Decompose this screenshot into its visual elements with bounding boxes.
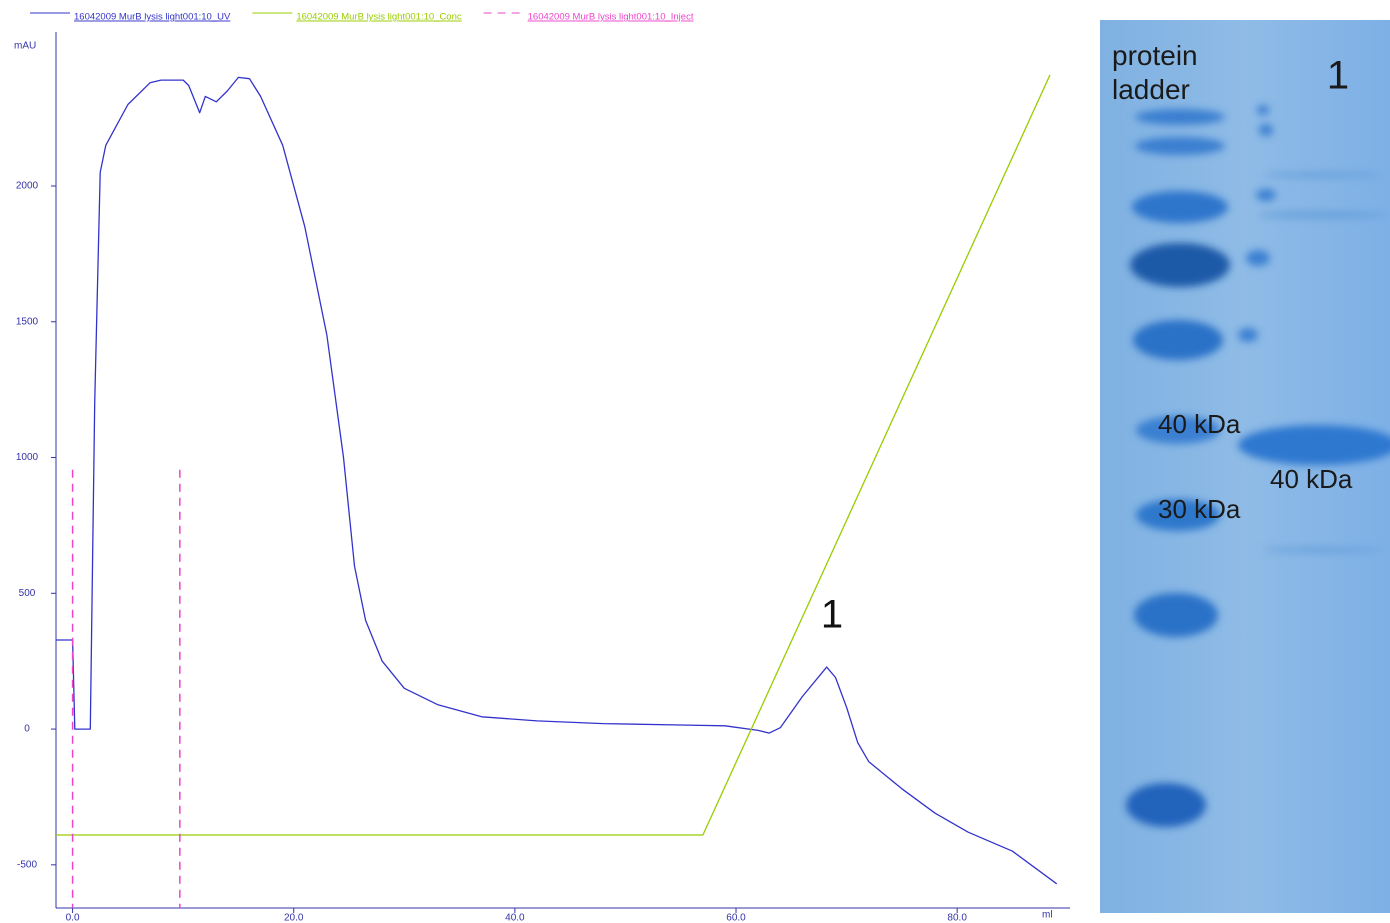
y-tick-label: 0 xyxy=(24,724,30,735)
ladder-mark: 40 kDa xyxy=(1158,409,1241,439)
legend-label: 16042009 MurB lysis light001:10_Inject xyxy=(528,12,694,23)
x-tick-label: 0.0 xyxy=(66,913,80,923)
y-tick-label: -500 xyxy=(17,859,37,870)
page: mAU ml 1 -500 0 500 1000 1500 2000 0.0 20.0 40.0… xyxy=(0,0,1390,923)
lane-label: 1 xyxy=(1327,54,1349,98)
y-tick-label: 1500 xyxy=(16,316,39,327)
legend-label: 16042009 MurB lysis light001:10_UV xyxy=(74,12,231,23)
y-axis-label: mAU xyxy=(14,41,36,52)
y-tick-label: 1000 xyxy=(16,452,39,463)
legend-label: 16042009 MurB lysis light001:10_Conc xyxy=(296,12,462,23)
x-tick-label: 40.0 xyxy=(505,913,525,923)
band-label: 40 kDa xyxy=(1270,464,1353,494)
x-tick-label: 60.0 xyxy=(726,913,746,923)
x-tick-label: 80.0 xyxy=(947,913,967,923)
x-axis-label: ml xyxy=(1042,910,1053,921)
x-tick-label: 20.0 xyxy=(284,913,304,923)
y-tick-label: 2000 xyxy=(16,181,39,192)
chart: mAU ml 1 -500 0 500 1000 1500 2000 0.0 20.0 40.0… xyxy=(0,0,1090,923)
ladder-mark: 30 kDa xyxy=(1158,494,1241,524)
peak-annotation: 1 xyxy=(821,593,843,637)
series-line xyxy=(56,77,1057,883)
y-tick-label: 500 xyxy=(19,588,36,599)
